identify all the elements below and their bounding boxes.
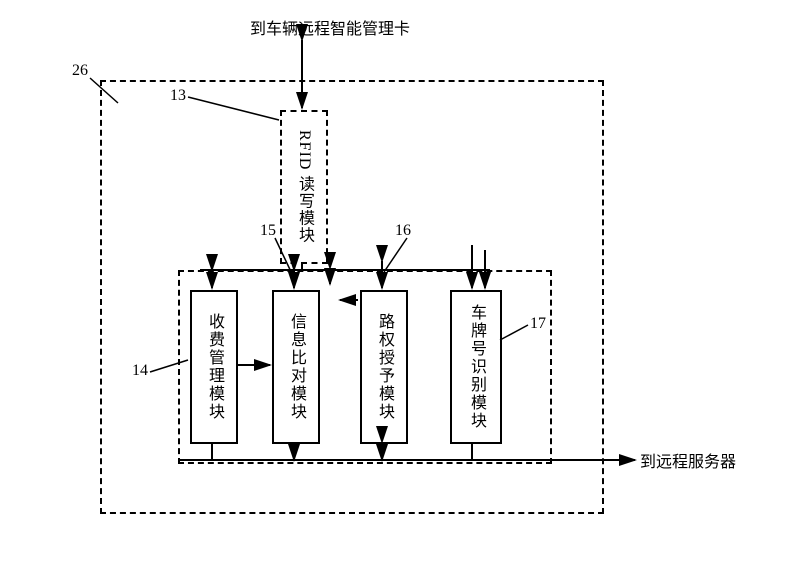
- module-16: 路权授予模块: [360, 290, 408, 444]
- module-15-text: 信息比对模块: [284, 313, 308, 421]
- module-14-text: 收费管理模块: [202, 313, 226, 421]
- module-15: 信息比对模块: [272, 290, 320, 444]
- rfid-module-text: RFID 读写模块: [292, 130, 316, 243]
- label-server: 到远程服务器: [640, 448, 736, 472]
- module-16-text: 路权授予模块: [372, 313, 396, 421]
- module-14: 收费管理模块: [190, 290, 238, 444]
- title-top: 到车辆远程智能管理卡: [250, 15, 410, 39]
- module-17-text: 车牌号识别模块: [464, 304, 488, 430]
- label-26: 26: [72, 62, 88, 80]
- rfid-module: RFID 读写模块: [280, 110, 328, 264]
- module-17: 车牌号识别模块: [450, 290, 502, 444]
